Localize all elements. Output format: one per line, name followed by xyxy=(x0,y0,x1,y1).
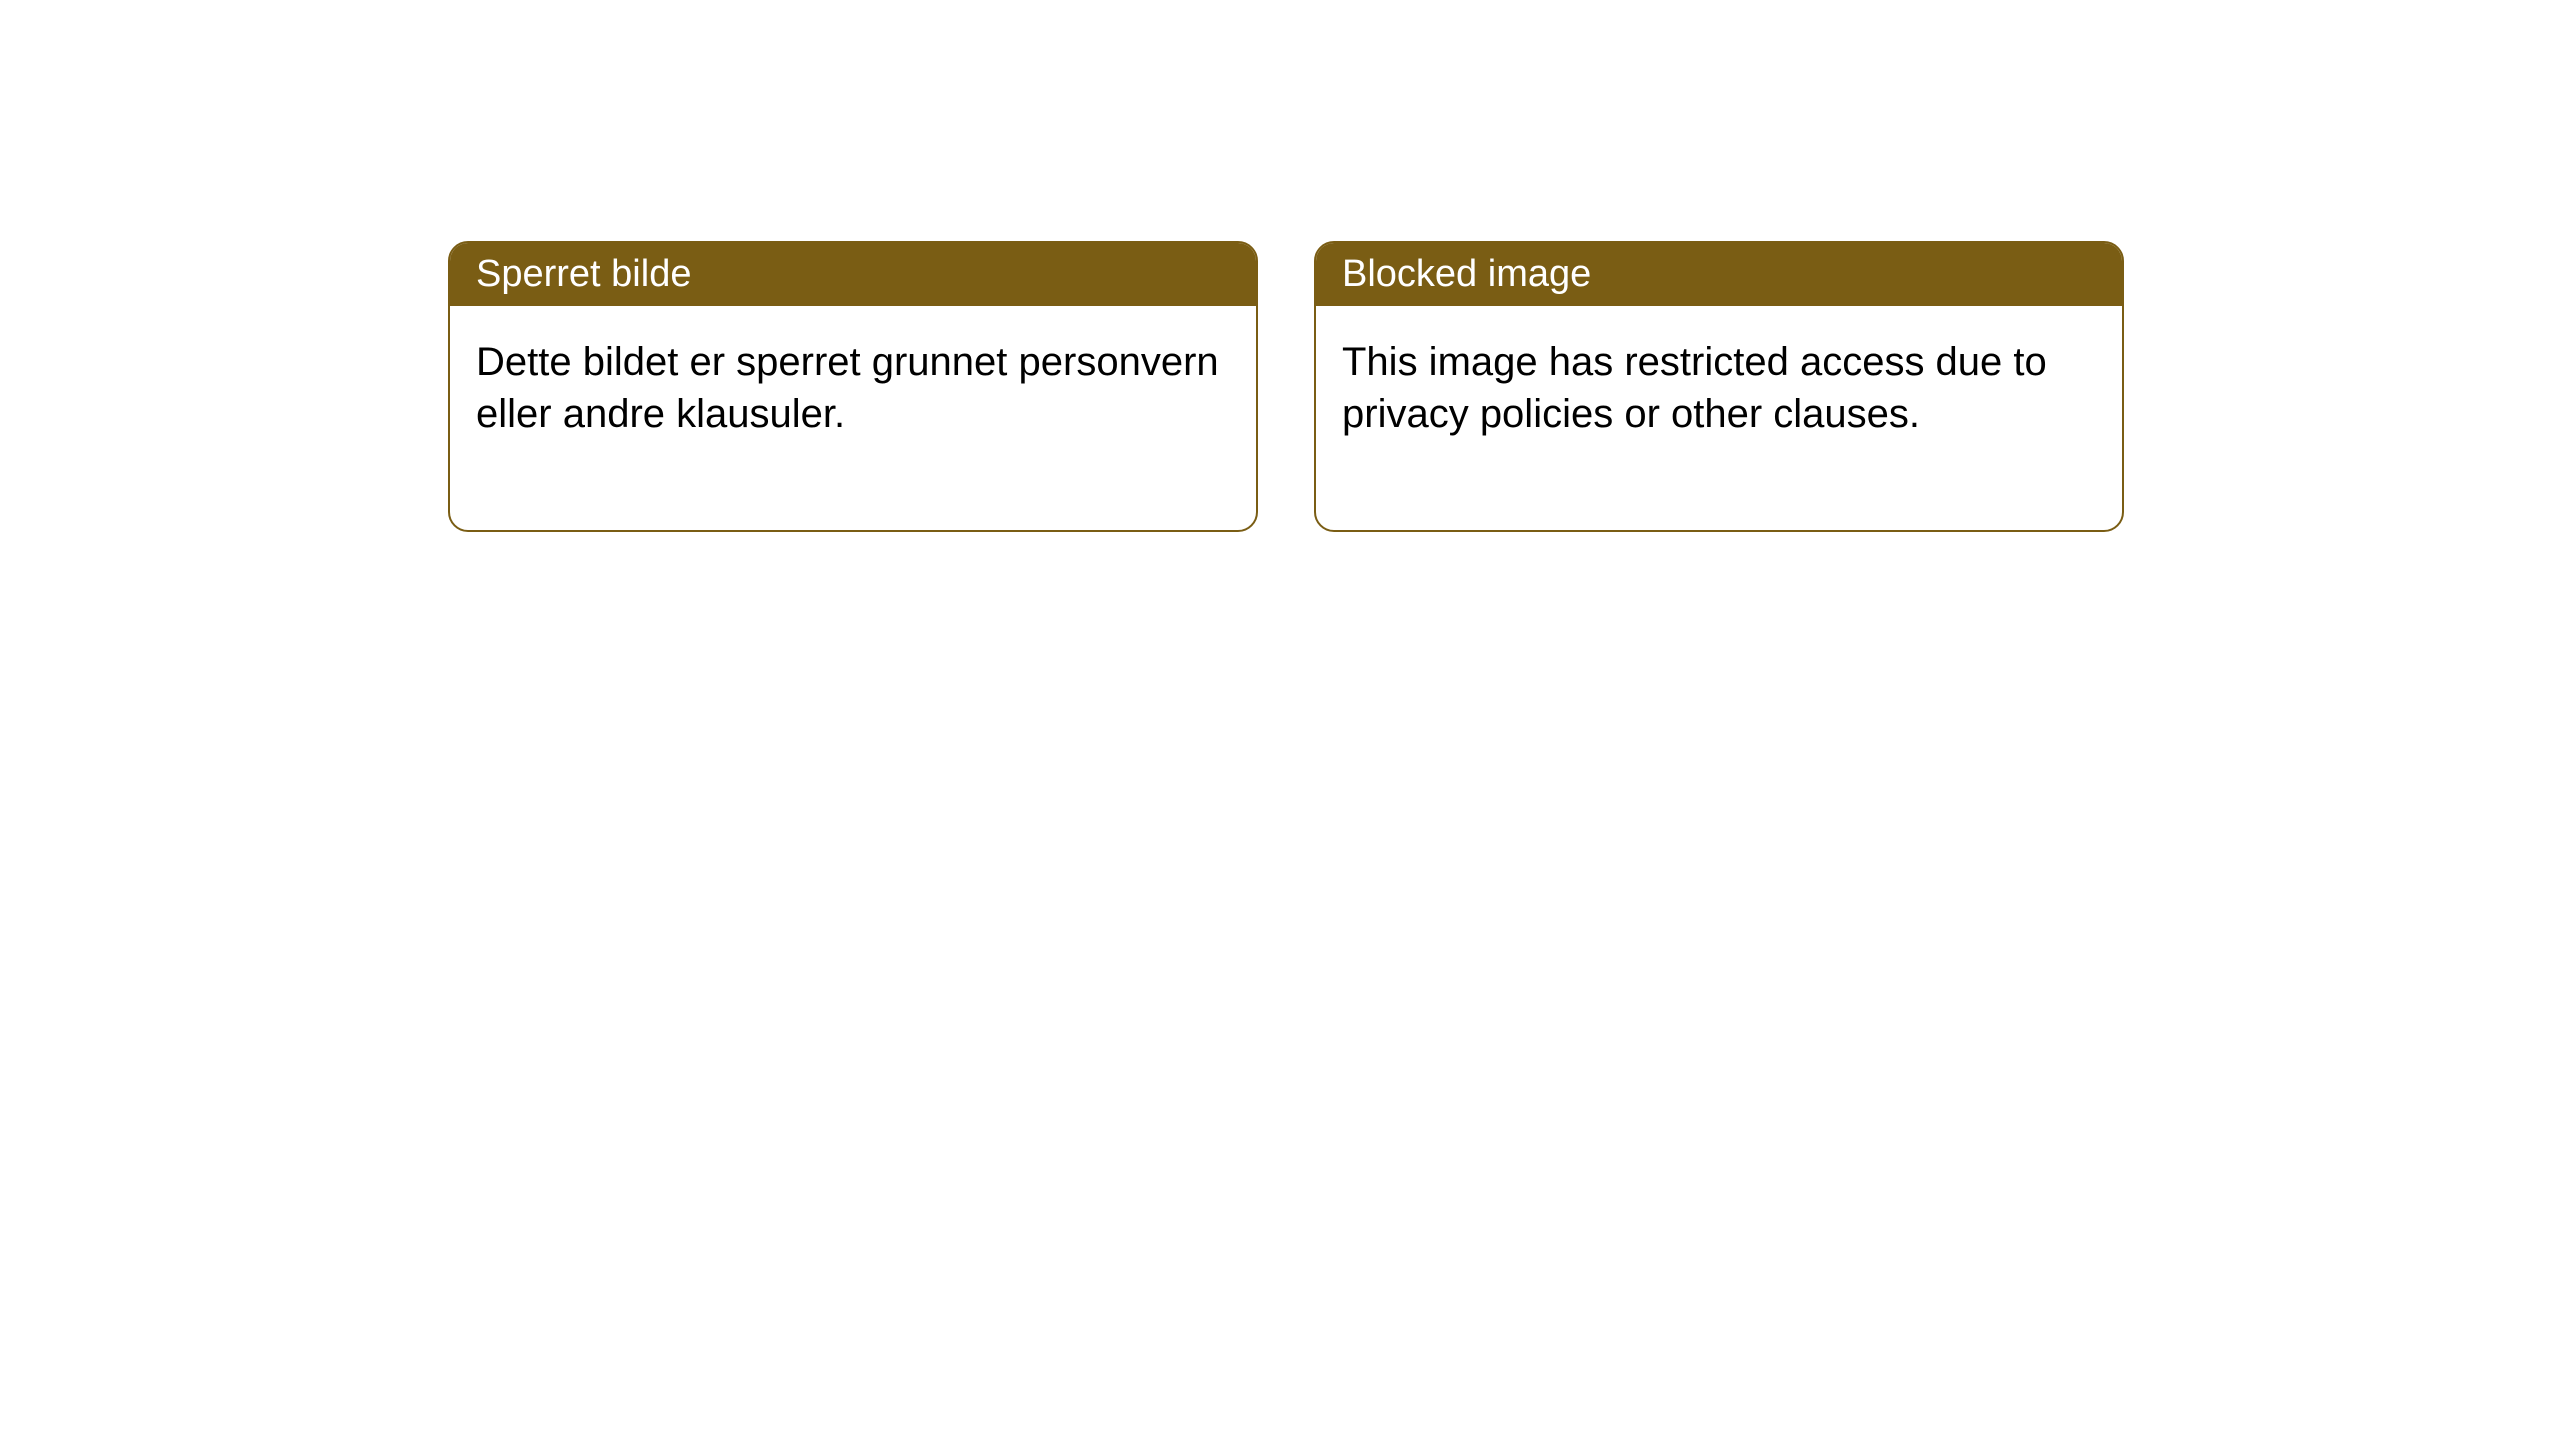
notice-container: Sperret bilde Dette bildet er sperret gr… xyxy=(0,0,2560,532)
notice-card-norwegian: Sperret bilde Dette bildet er sperret gr… xyxy=(448,241,1258,532)
notice-body: Dette bildet er sperret grunnet personve… xyxy=(450,306,1256,530)
notice-header: Blocked image xyxy=(1316,243,2122,306)
notice-title: Sperret bilde xyxy=(476,253,691,295)
notice-header: Sperret bilde xyxy=(450,243,1256,306)
notice-message: This image has restricted access due to … xyxy=(1342,340,2047,436)
notice-body: This image has restricted access due to … xyxy=(1316,306,2122,530)
notice-card-english: Blocked image This image has restricted … xyxy=(1314,241,2124,532)
notice-message: Dette bildet er sperret grunnet personve… xyxy=(476,340,1219,436)
notice-title: Blocked image xyxy=(1342,253,1591,295)
